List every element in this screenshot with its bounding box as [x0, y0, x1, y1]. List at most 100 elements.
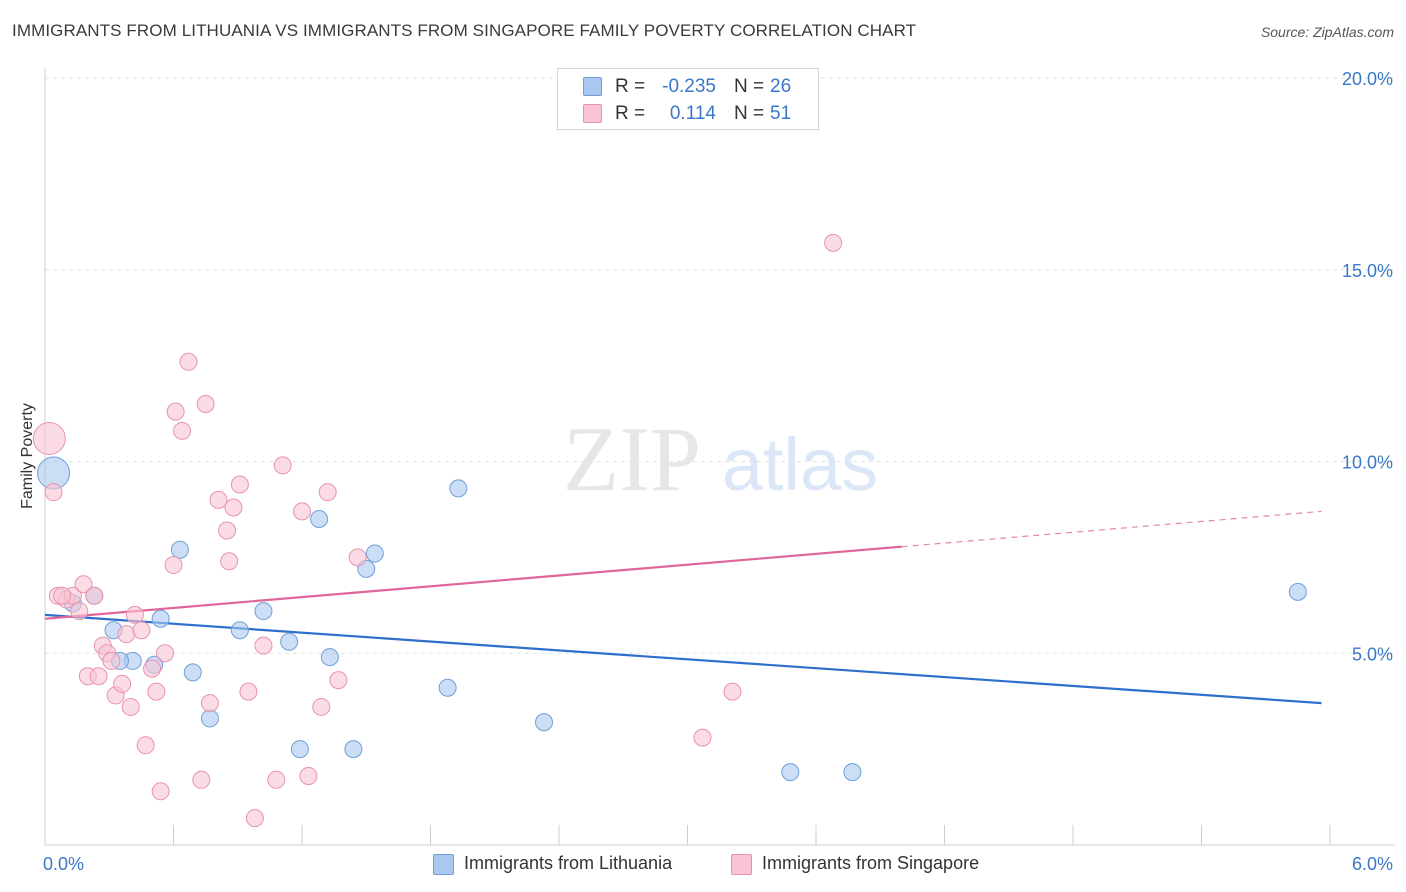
- lithuania-point: [290, 740, 309, 759]
- grid-lines: [45, 77, 1395, 654]
- singapore-point: [132, 621, 151, 640]
- singapore-point: [121, 697, 140, 716]
- tick-labels: 5.0% 10.0% 15.0% 20.0% 0.0% 6.0%: [43, 69, 1393, 874]
- x-tick-label: 6.0%: [1352, 854, 1393, 874]
- lithuania-point: [280, 632, 299, 651]
- lithuania-point: [183, 663, 202, 682]
- lithuania-trend-line: [44, 613, 1322, 705]
- data-points: [32, 233, 1307, 828]
- singapore-point: [117, 625, 136, 644]
- n-label: N =: [734, 76, 765, 97]
- watermark-atlas: atlas: [722, 423, 878, 506]
- n-value: 26: [770, 76, 792, 97]
- singapore-swatch: [583, 104, 602, 123]
- singapore-point: [209, 490, 228, 509]
- r-label: R =: [615, 76, 646, 97]
- lithuania-point: [310, 510, 329, 529]
- n-label: N =: [734, 103, 765, 124]
- singapore-point: [299, 766, 318, 785]
- n-value: 51: [770, 103, 792, 124]
- legend-label: Immigrants from Singapore: [762, 853, 980, 873]
- singapore-point: [74, 575, 93, 594]
- y-tick-label: 15.0%: [1342, 261, 1393, 281]
- legend-label: Immigrants from Lithuania: [464, 853, 673, 873]
- singapore-point: [273, 456, 292, 475]
- singapore-point: [196, 394, 215, 413]
- chart-title: IMMIGRANTS FROM LITHUANIA VS IMMIGRANTS …: [12, 21, 917, 40]
- lithuania-point: [438, 678, 457, 697]
- singapore-trend-line-dashed: [901, 510, 1322, 548]
- singapore-point: [192, 770, 211, 789]
- singapore-point: [151, 782, 170, 801]
- lithuania-swatch: [583, 77, 602, 96]
- lithuania-point: [230, 621, 249, 640]
- singapore-point: [70, 602, 89, 621]
- lithuania-point: [151, 609, 170, 628]
- stats-box: R = -0.235 N = 26 R = 0.114 N = 51: [557, 68, 819, 130]
- watermark-zip: ZIP: [563, 408, 701, 510]
- legend: Immigrants from Lithuania Immigrants fro…: [0, 852, 1406, 878]
- singapore-point: [723, 682, 742, 701]
- singapore-point: [220, 552, 239, 571]
- trend-lines: [44, 510, 1322, 705]
- singapore-point: [166, 402, 185, 421]
- singapore-point: [267, 770, 286, 789]
- lithuania-point: [1288, 582, 1307, 601]
- r-value: 0.114: [669, 103, 716, 124]
- singapore-point: [312, 697, 331, 716]
- singapore-point: [200, 694, 219, 713]
- singapore-point: [348, 548, 367, 567]
- y-tick-label: 20.0%: [1342, 69, 1393, 89]
- legend-swatch-singapore: [731, 854, 752, 875]
- singapore-trend-line: [44, 545, 902, 620]
- singapore-point: [143, 659, 162, 678]
- singapore-point: [293, 502, 311, 521]
- singapore-point: [53, 586, 72, 605]
- singapore-point: [85, 586, 104, 605]
- lithuania-point: [365, 544, 384, 563]
- singapore-point: [329, 671, 348, 690]
- legend-swatch-lithuania: [433, 854, 454, 875]
- singapore-point: [44, 483, 63, 502]
- singapore-point: [230, 475, 249, 494]
- singapore-point: [239, 682, 258, 701]
- singapore-point: [173, 421, 192, 440]
- lithuania-point: [344, 740, 363, 759]
- singapore-point: [318, 483, 337, 502]
- y-axis-label: Family Poverty: [19, 403, 36, 509]
- r-value: -0.235: [662, 76, 716, 97]
- lithuania-point: [320, 648, 339, 667]
- lithuania-point: [535, 713, 554, 732]
- singapore-point: [254, 636, 273, 655]
- lithuania-point: [170, 540, 189, 559]
- singapore-point: [113, 674, 132, 693]
- singapore-point: [164, 556, 183, 575]
- y-tick-label: 5.0%: [1352, 644, 1393, 664]
- source-label: Source: ZipAtlas.com: [1260, 24, 1394, 40]
- singapore-point: [147, 682, 166, 701]
- x-tick-label: 0.0%: [43, 854, 84, 874]
- singapore-point: [89, 667, 108, 686]
- stats-row-lithuania: R = -0.235 N = 26: [558, 73, 818, 100]
- singapore-point: [224, 498, 243, 517]
- lithuania-point: [781, 763, 800, 782]
- singapore-point: [693, 728, 712, 747]
- singapore-point: [218, 521, 237, 540]
- r-label: R =: [615, 103, 646, 124]
- y-tick-label: 10.0%: [1342, 453, 1393, 473]
- lithuania-point: [200, 709, 219, 728]
- lithuania-point: [449, 479, 468, 498]
- watermark: ZIP atlas: [563, 408, 878, 510]
- lithuania-point: [254, 602, 273, 621]
- singapore-point: [136, 736, 155, 755]
- singapore-point: [32, 421, 66, 455]
- axes: [44, 68, 1395, 846]
- singapore-point: [102, 651, 121, 670]
- singapore-point: [824, 233, 843, 252]
- singapore-point: [155, 644, 174, 663]
- singapore-point: [245, 809, 264, 828]
- singapore-point: [125, 605, 144, 624]
- singapore-point: [179, 352, 198, 371]
- lithuania-point: [843, 763, 862, 782]
